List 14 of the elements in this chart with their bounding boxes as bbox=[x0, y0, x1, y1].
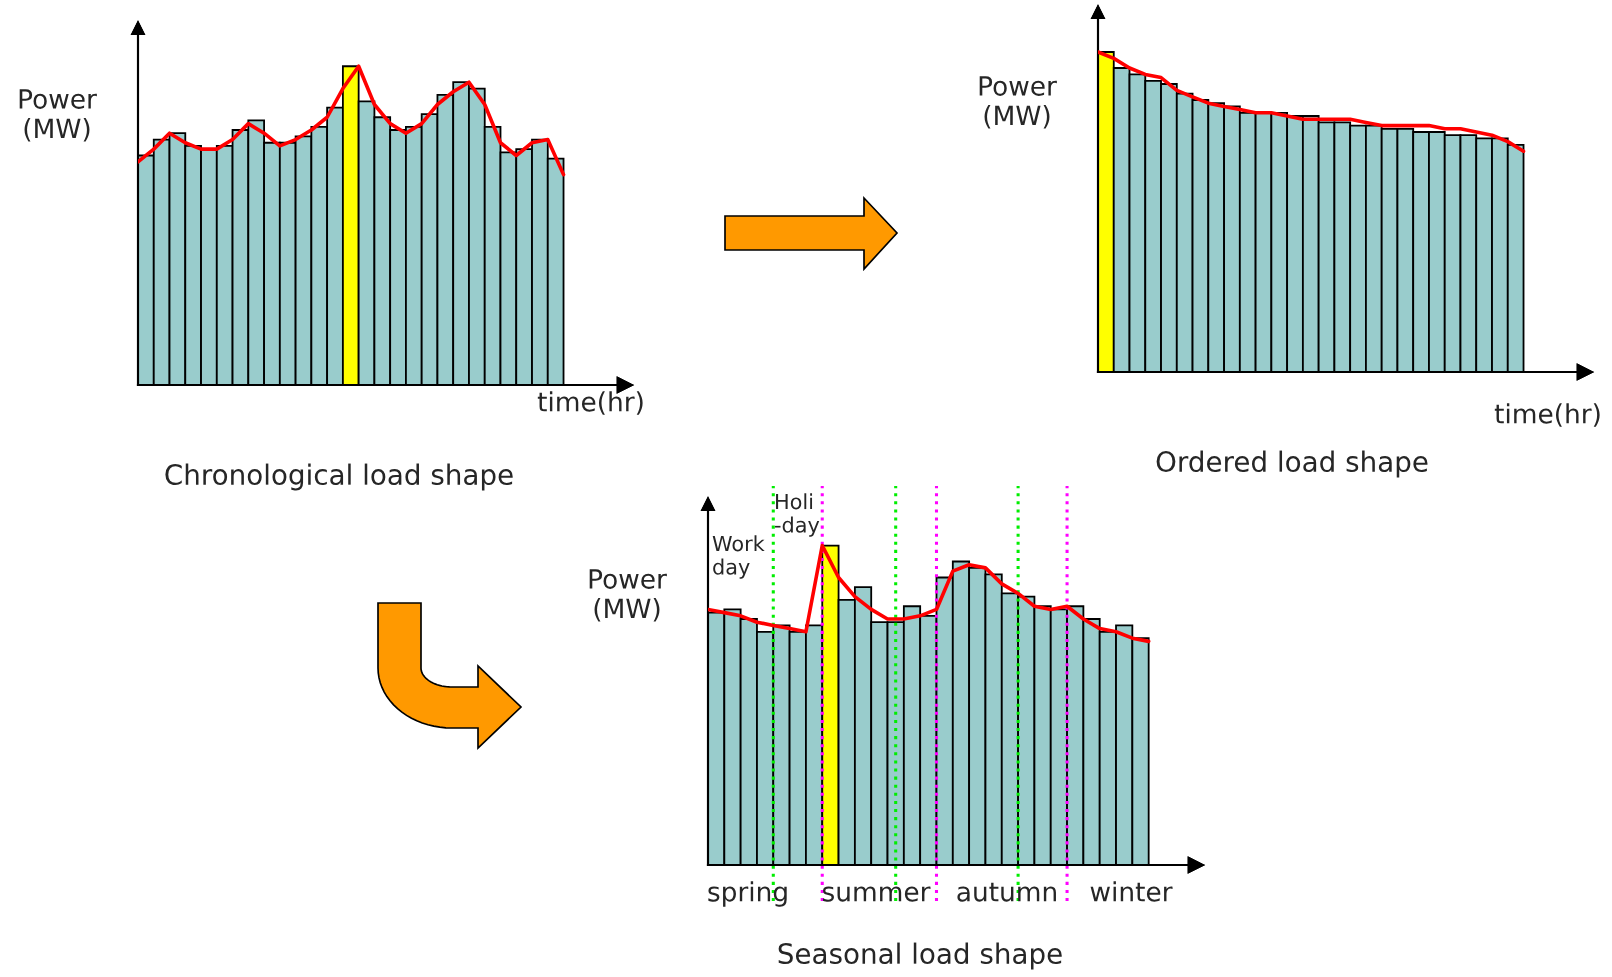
text: autumn bbox=[957, 882, 1056, 902]
x-axis-title: time(hr) bbox=[1494, 403, 1600, 427]
text: summer bbox=[822, 886, 931, 902]
text: spring bbox=[708, 881, 787, 907]
y-axis-title: Power (MW) bbox=[979, 76, 1057, 129]
y-axis-title: Power (MW) bbox=[19, 89, 97, 142]
text: Seasonal load shape bbox=[778, 942, 1062, 970]
text: Chronological load shape bbox=[165, 463, 513, 491]
y-axis-title: Power (MW) bbox=[589, 569, 667, 622]
text: winter bbox=[1090, 881, 1173, 902]
text: Holi -day bbox=[775, 493, 820, 537]
annotation: Work day bbox=[712, 535, 765, 579]
x-axis-title: time(hr) bbox=[537, 391, 643, 415]
text: Ordered load shape bbox=[1156, 450, 1428, 478]
